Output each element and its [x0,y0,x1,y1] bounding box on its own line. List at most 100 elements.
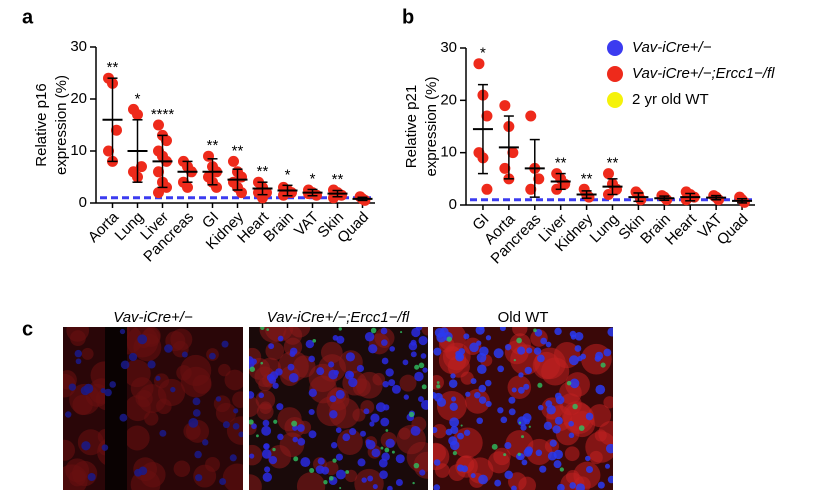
nucleus [585,455,591,462]
data-point [603,168,614,180]
green-signal [293,456,299,462]
nucleus [545,341,552,348]
nucleus [568,355,579,366]
nucleus [553,460,562,469]
nucleus [520,424,527,431]
nucleus [436,397,447,407]
nucleus [367,475,374,482]
nucleus [422,367,428,373]
nucleus [517,386,525,394]
nucleus [449,440,460,451]
cell-signal [588,404,612,428]
cell-signal [603,396,613,409]
y-tick-label: 10 [440,144,457,161]
nucleus [465,391,471,397]
cell-signal [249,474,262,490]
green-signal [518,421,522,425]
nucleus [128,352,138,362]
green-signal [256,434,259,438]
nucleus [104,388,112,397]
cell-signal [398,427,411,440]
nucleus [380,417,390,427]
micrograph [249,327,428,490]
nucleus [195,474,203,482]
data-point [153,187,164,199]
nucleus [363,408,370,415]
nucleus [546,405,556,415]
nucleus [485,335,492,341]
green-signal [408,411,415,418]
significance-label: ** [232,142,244,159]
green-signal [559,467,564,472]
significance-label: ** [257,163,269,180]
nucleus [523,448,533,457]
cell-signal [70,330,86,347]
nucleus [308,408,315,416]
nucleus [475,327,485,335]
nucleus [74,349,83,358]
nucleus [568,432,575,439]
nucleus [229,454,237,462]
nucleus [368,344,378,354]
nucleus [297,424,305,432]
significance-label: * [135,90,141,107]
cell-signal [399,374,417,392]
nucleus [83,383,94,394]
nucleus [329,410,338,419]
y-axis-label: expression (%) [53,75,70,175]
cell-signal [564,446,580,462]
cell-signal [296,472,326,490]
cell-signal [555,421,580,446]
green-signal [338,327,342,331]
nucleus [568,420,574,427]
nucleus [391,384,401,394]
panel-label: a [22,6,34,28]
nucleus [232,422,240,430]
cell-signal [259,401,272,414]
nucleus [575,483,585,490]
nucleus [369,421,375,427]
cell-signal [124,395,151,422]
significance-label: ** [332,171,344,188]
cell-signal [289,327,311,338]
nucleus [526,347,533,354]
nucleus [455,352,465,362]
nucleus [504,441,512,450]
green-signal [249,366,256,372]
nucleus [580,353,587,360]
y-tick-label: 0 [449,196,457,213]
nucleus [574,345,582,352]
significance-label: ** [607,155,619,172]
green-signal [491,443,498,450]
data-point [507,147,519,159]
panel-label: b [402,6,414,28]
cell-signal [460,371,474,385]
green-signal [332,458,337,463]
significance-label: * [310,170,316,187]
micrograph [63,327,243,490]
nucleus [308,430,317,439]
green-signal [528,425,531,428]
data-point [228,155,239,167]
green-signal [370,327,377,334]
nucleus [420,399,428,410]
image-label: Vav-iCre+/−;Ercc1−/fl [267,309,410,326]
data-point [525,183,537,195]
tissue-gap [105,327,127,490]
nucleus [288,372,299,383]
nucleus [194,450,202,459]
nucleus [451,396,457,402]
nucleus [68,383,76,391]
nucleus [381,452,390,461]
nucleus [342,433,351,442]
nucleus [215,396,222,402]
nucleus [494,479,502,487]
nucleus [478,474,488,485]
nucleus [524,366,532,375]
data-point [481,110,493,122]
nucleus [450,373,456,379]
nucleus [272,382,279,389]
green-signal [385,429,389,432]
nucleus [479,346,489,356]
nucleus [292,425,298,431]
